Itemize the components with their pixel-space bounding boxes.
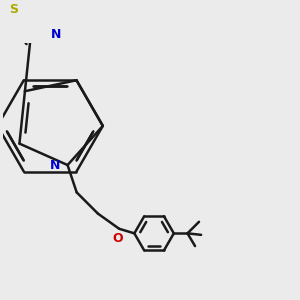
Text: S: S bbox=[9, 3, 18, 16]
Text: N: N bbox=[51, 28, 61, 41]
Text: O: O bbox=[112, 232, 123, 245]
Text: N: N bbox=[50, 158, 60, 172]
